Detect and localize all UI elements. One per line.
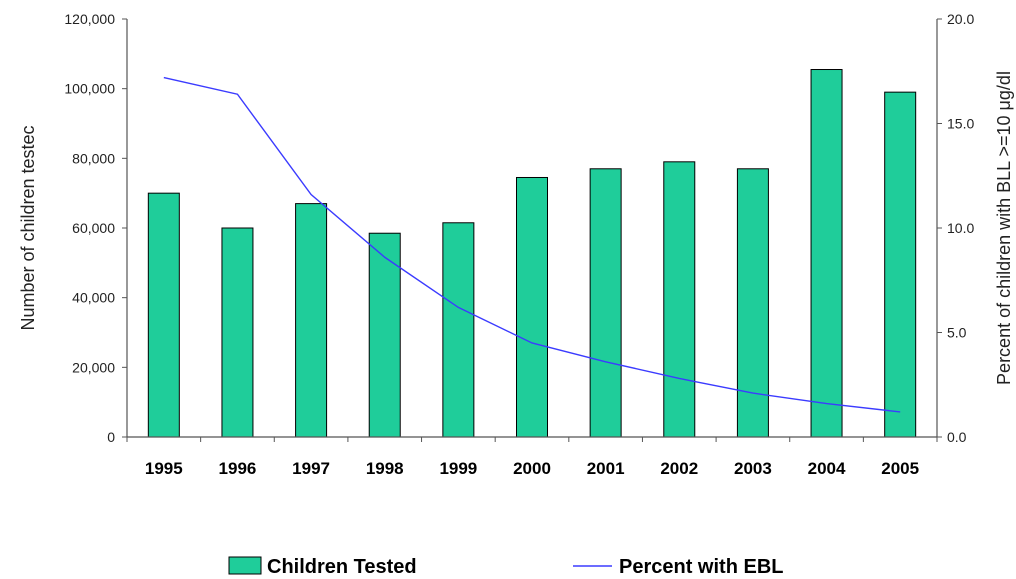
bar-2001	[589, 168, 622, 438]
bar-1998	[368, 232, 401, 438]
x-tick-label-2004: 2004	[808, 459, 846, 478]
x-tick-label-2000: 2000	[513, 459, 551, 478]
y-tick-label: 60,000	[72, 220, 115, 236]
bar-2002	[663, 161, 696, 438]
x-tick-label-2002: 2002	[660, 459, 698, 478]
y-tick-label: 100,000	[64, 81, 115, 97]
y2-tick-label: 5.0	[947, 325, 967, 341]
bar-1995	[147, 192, 180, 438]
legend-swatch-children-tested	[228, 556, 262, 575]
x-tick-label-2001: 2001	[587, 459, 625, 478]
y-axis-title: Number of children testec	[18, 125, 38, 330]
y2-tick-label: 10.0	[947, 220, 974, 236]
legend-label-children-tested: Children Tested	[267, 556, 417, 578]
x-tick-label-1997: 1997	[292, 459, 330, 478]
bar-1996	[221, 227, 254, 438]
x-axis: 1995 1996 1997 1998 1999 2000 2001 2002 2003 2004…	[126, 436, 938, 478]
bar-1997	[295, 203, 328, 438]
x-tick-label-1998: 1998	[366, 459, 404, 478]
bar-1999	[442, 222, 475, 438]
y-tick-label: 20,000	[72, 359, 115, 375]
y-tick-label: 0	[107, 429, 115, 445]
bar-series	[147, 69, 917, 438]
x-tick-label-2005: 2005	[881, 459, 919, 478]
right-axis: 0.0 5.0 10.0 15.0 20.0	[936, 11, 974, 445]
bar-2005	[884, 91, 917, 438]
bar-2000	[516, 176, 548, 438]
bar-2003	[736, 168, 769, 438]
y2-axis-title: Percent of children with BLL >=10 μg/dl	[994, 71, 1014, 385]
y-tick-label: 80,000	[72, 150, 115, 166]
y2-tick-label: 0.0	[947, 429, 967, 445]
y2-tick-label: 15.0	[947, 116, 974, 132]
bar-2004	[810, 69, 843, 438]
y2-tick-label: 20.0	[947, 11, 974, 27]
legend-label-percent-ebl: Percent with EBL	[619, 556, 783, 578]
x-tick-label-2003: 2003	[734, 459, 772, 478]
x-tick-label-1995: 1995	[145, 459, 183, 478]
legend: Children Tested Percent with EBL	[228, 556, 783, 578]
x-tick-label-1999: 1999	[439, 459, 477, 478]
percent-ebl-line	[163, 76, 901, 413]
left-axis: 0 20,000 40,000 60,000 80,000 100,000 120,000	[64, 11, 128, 445]
x-tick-label-1996: 1996	[219, 459, 257, 478]
y-tick-label: 40,000	[72, 290, 115, 306]
y-tick-label: 120,000	[64, 11, 115, 27]
